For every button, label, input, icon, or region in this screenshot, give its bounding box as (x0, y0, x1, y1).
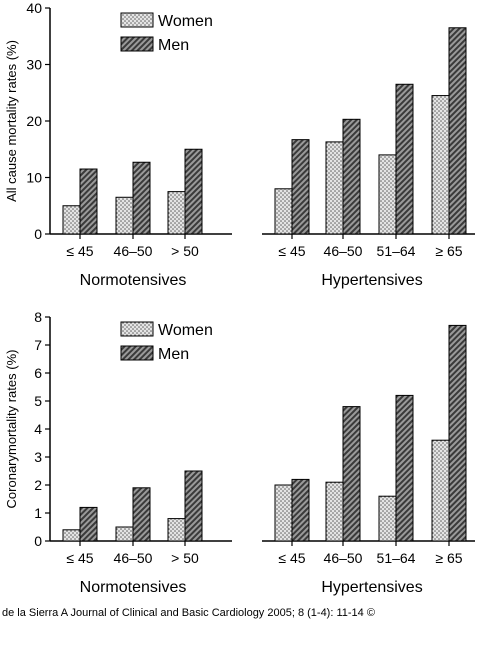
citation-footer: de la Sierra A Journal of Clinical and B… (2, 607, 375, 619)
legend-label-men: Men (158, 346, 189, 363)
legend-swatch-men (120, 36, 154, 52)
bar-men (395, 83, 414, 235)
legend-swatch-women (120, 321, 154, 337)
legend-label-women: Women (158, 322, 213, 339)
y-tick-label: 8 (34, 309, 42, 325)
bar-men (132, 487, 151, 542)
y-tick-label: 1 (34, 505, 42, 521)
bar-women (62, 205, 81, 235)
bar-men (79, 168, 98, 235)
y-tick-label: 0 (34, 533, 42, 549)
x-tick-label: 46–50 (324, 550, 363, 566)
bar-women (325, 481, 344, 542)
bar-women (378, 154, 397, 235)
bar-men (184, 148, 203, 235)
y-axis-label: Coronarymortality rates (%) (4, 350, 19, 509)
group-label: Hypertensives (321, 579, 422, 596)
x-tick-label: 51–64 (377, 243, 416, 259)
bar-women (274, 188, 293, 235)
legend-swatch-men (120, 345, 154, 361)
x-tick-label: > 50 (171, 243, 199, 259)
x-tick-label: ≥ 65 (435, 550, 462, 566)
y-tick-label: 40 (26, 0, 42, 16)
group-label: Hypertensives (321, 272, 422, 289)
bar-men (184, 470, 203, 542)
legend-label-women: Women (158, 13, 213, 30)
y-tick-label: 7 (34, 337, 42, 353)
y-tick-label: 30 (26, 57, 42, 73)
y-tick-label: 2 (34, 477, 42, 493)
x-tick-label: ≥ 65 (435, 243, 462, 259)
y-tick-label: 6 (34, 365, 42, 381)
bar-women (431, 439, 450, 542)
bar-women (274, 484, 293, 542)
x-tick-label: 51–64 (377, 550, 416, 566)
x-tick-label: > 50 (171, 550, 199, 566)
bar-men (395, 394, 414, 542)
bar-men (342, 406, 361, 542)
bar-women (167, 518, 186, 542)
y-tick-label: 3 (34, 449, 42, 465)
bar-women (62, 529, 81, 542)
x-tick-label: 46–50 (114, 243, 153, 259)
x-tick-label: ≤ 45 (66, 243, 93, 259)
bar-women (378, 495, 397, 542)
bar-women (115, 196, 134, 235)
x-tick-label: ≤ 45 (278, 550, 305, 566)
bar-women (115, 526, 134, 542)
bar-women (325, 141, 344, 235)
group-label: Normotensives (80, 579, 187, 596)
bar-men (448, 27, 467, 235)
y-tick-label: 5 (34, 393, 42, 409)
y-tick-label: 4 (34, 421, 42, 437)
x-tick-label: ≤ 45 (278, 243, 305, 259)
y-axis-label: All cause mortality rates (%) (4, 40, 19, 202)
legend-swatch-women (120, 12, 154, 28)
bar-men (448, 324, 467, 542)
x-tick-label: ≤ 45 (66, 550, 93, 566)
bar-men (132, 161, 151, 235)
legend-label-men: Men (158, 37, 189, 54)
bar-women (431, 95, 450, 235)
group-label: Normotensives (80, 272, 187, 289)
bar-men (291, 478, 310, 542)
x-tick-label: 46–50 (324, 243, 363, 259)
bar-men (79, 506, 98, 542)
y-tick-label: 10 (26, 170, 42, 186)
y-tick-label: 20 (26, 113, 42, 129)
bar-men (291, 139, 310, 235)
y-tick-label: 0 (34, 226, 42, 242)
bar-women (167, 191, 186, 235)
bar-men (342, 118, 361, 235)
x-tick-label: 46–50 (114, 550, 153, 566)
